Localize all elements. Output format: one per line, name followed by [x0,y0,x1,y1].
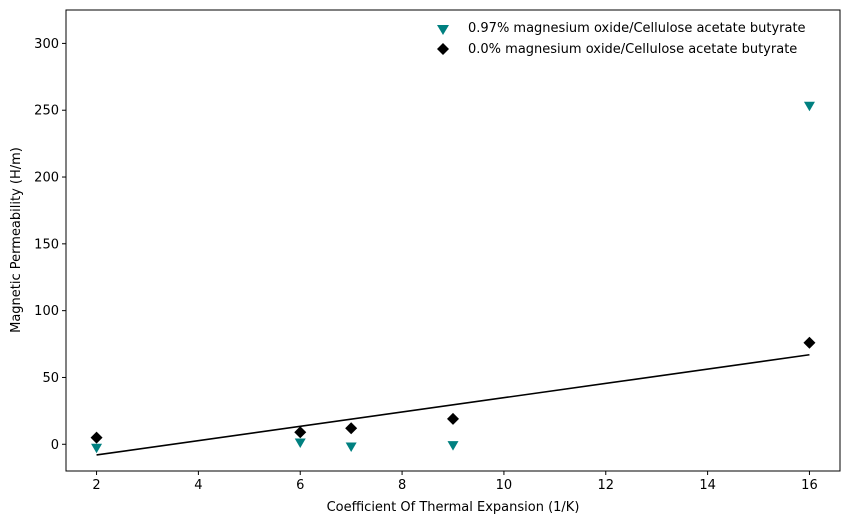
series-2-point [447,412,459,425]
series-2-point [345,422,358,435]
series-1-point [803,101,815,112]
x-tick-label: 4 [194,478,202,493]
series-1-point [345,442,357,452]
y-tick-label: 50 [42,371,59,386]
legend-marker-series-2 [437,43,449,55]
x-axis-ticks: 2 4 6 8 10 12 14 16 [92,471,818,493]
y-tick-label: 150 [34,237,59,252]
trend-line [96,353,810,456]
series-1-point [447,441,459,451]
series-2-point [294,426,307,439]
y-tick-label: 0 [51,438,59,453]
x-axis-label: Coefficient Of Thermal Expansion (1/K) [327,500,580,515]
x-tick-label: 8 [398,478,406,493]
y-axis-label: Magnetic Permeability (H/m) [9,147,24,333]
legend-label-series-2: 0.0% magnesium oxide/Cellulose acetate b… [468,42,797,57]
fit-line-group [96,353,810,456]
legend: 0.97% magnesium oxide/Cellulose acetate … [437,21,806,57]
legend-marker-series-1 [437,25,449,35]
x-tick-label: 10 [496,478,513,493]
series-2-point [803,336,816,349]
y-tick-label: 250 [34,104,59,119]
series-1-point [91,443,103,454]
x-tick-label: 12 [597,478,614,493]
data-points [90,101,816,454]
series-2-point [90,431,103,444]
y-tick-label: 300 [34,37,59,52]
y-tick-label: 100 [34,304,59,319]
x-tick-label: 2 [92,478,100,493]
y-axis-ticks: 0 50 100 150 200 250 300 [34,37,66,453]
y-tick-label: 200 [34,171,59,186]
legend-label-series-1: 0.97% magnesium oxide/Cellulose acetate … [468,21,806,36]
series-1-point [294,438,306,448]
x-tick-label: 16 [801,478,818,493]
x-tick-label: 14 [699,478,716,493]
plot-area [65,9,841,472]
x-tick-label: 6 [296,478,304,493]
